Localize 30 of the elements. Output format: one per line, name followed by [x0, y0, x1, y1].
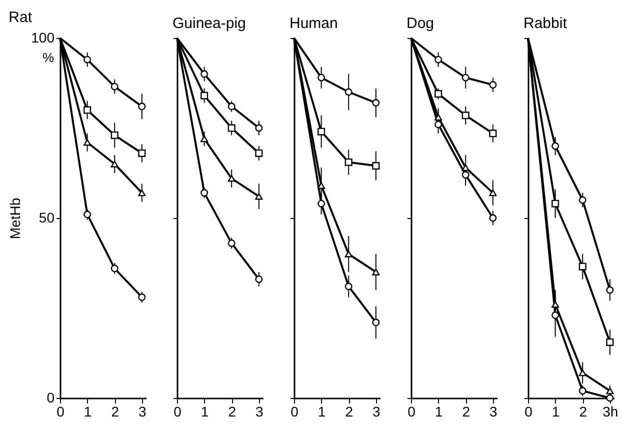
x-tick-label: 1 — [200, 404, 209, 420]
x-tick-label: 0 — [56, 404, 65, 420]
y-tick-label: 50 — [38, 210, 55, 226]
x-tick-label: 0 — [174, 404, 182, 420]
x-tick-label: 3h — [602, 404, 618, 420]
x-tick-label: 2 — [579, 404, 588, 420]
x-tick-label: 3 — [138, 404, 147, 420]
y-tick-label: 100 — [31, 30, 55, 46]
chart-title: Rabbit — [524, 15, 568, 32]
y-axis-title: MetHb — [7, 198, 24, 240]
chart-title: Dog — [406, 15, 434, 32]
x-tick-label: 0 — [408, 404, 416, 420]
y-tick-label: 0 — [46, 390, 55, 406]
chart-title: Human — [290, 15, 338, 32]
x-tick-label: 2 — [345, 404, 354, 420]
x-tick-label: 0 — [524, 404, 533, 420]
x-tick-label: 2 — [111, 404, 120, 420]
x-tick-label: 1 — [318, 404, 326, 420]
x-tick-label: 1 — [84, 404, 92, 420]
chart-title: Guinea-pig — [172, 15, 246, 32]
x-tick-label: 3 — [490, 404, 498, 420]
x-tick-label: 1 — [552, 404, 560, 420]
text: % — [42, 50, 54, 65]
x-tick-label: 2 — [228, 404, 236, 420]
x-tick-label: 0 — [290, 404, 299, 420]
x-tick-label: 1 — [434, 404, 443, 420]
x-tick-label: 3 — [256, 404, 264, 420]
chart-title: Rat — [8, 9, 33, 26]
x-tick-label: 2 — [462, 404, 470, 420]
x-tick-label: 3 — [372, 404, 381, 420]
